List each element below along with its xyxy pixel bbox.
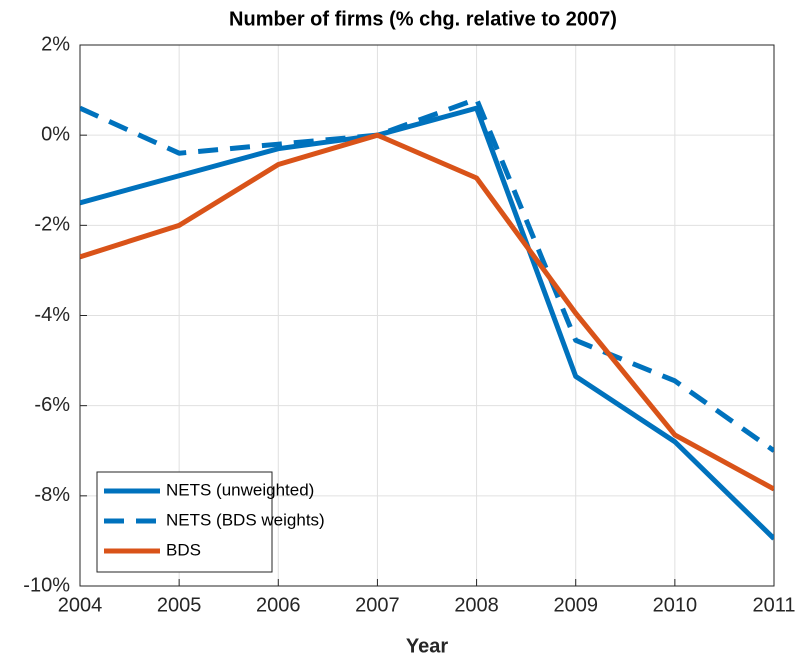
x-tick-label: 2006 bbox=[256, 594, 301, 616]
y-tick-label: -8% bbox=[34, 484, 70, 506]
chart-title: Number of firms (% chg. relative to 2007… bbox=[229, 8, 617, 30]
x-tick-label: 2007 bbox=[355, 594, 400, 616]
line-series bbox=[80, 132, 774, 492]
y-tick-label: -6% bbox=[34, 394, 70, 416]
y-tick-label: -4% bbox=[34, 304, 70, 326]
legend-label: NETS (unweighted) bbox=[166, 480, 314, 499]
y-tick-label: -2% bbox=[34, 214, 70, 236]
y-tick-label: 0% bbox=[41, 123, 70, 145]
y-tick-label: 2% bbox=[41, 33, 70, 55]
line-series bbox=[80, 105, 774, 541]
x-tick-label: 2008 bbox=[454, 594, 499, 616]
x-tick-label: 2009 bbox=[553, 594, 598, 616]
x-tick-label: 2010 bbox=[653, 594, 698, 616]
x-tick-label: 2004 bbox=[58, 594, 103, 616]
x-axis-label: Year bbox=[406, 635, 448, 657]
legend: NETS (unweighted) NETS (BDS weights) BDS bbox=[96, 471, 325, 573]
x-tick-label: 2011 bbox=[752, 594, 795, 616]
legend-label: NETS (BDS weights) bbox=[166, 510, 325, 529]
x-tick-label: 2005 bbox=[157, 594, 202, 616]
y-tick-label: -10% bbox=[23, 574, 70, 596]
line-series bbox=[80, 96, 774, 453]
legend-label: BDS bbox=[166, 540, 201, 559]
plot-frame bbox=[79, 44, 775, 587]
